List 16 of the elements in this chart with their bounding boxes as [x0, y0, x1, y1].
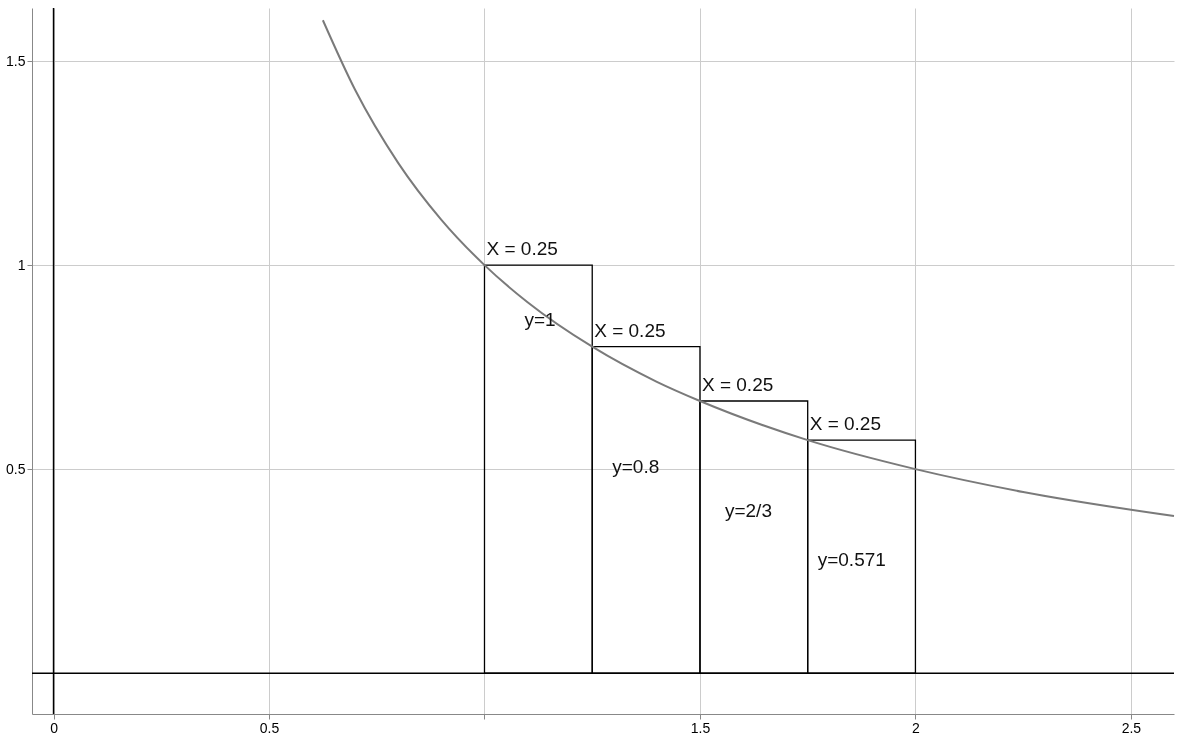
- annotation: y=2/3: [724, 499, 772, 521]
- x-tick-label: 0: [50, 719, 59, 736]
- y-tick-label: 1.5: [6, 52, 26, 69]
- x-tick-label: 2: [912, 719, 921, 736]
- x-tick-label: 0.5: [259, 719, 280, 736]
- x-tick-label: 1.5: [690, 719, 711, 736]
- x-tick-label: 2.5: [1121, 719, 1142, 736]
- annotation: X = 0.25: [594, 319, 666, 341]
- annotation: y=0.8: [612, 455, 660, 477]
- annotation: y=0.571: [817, 549, 886, 571]
- annotation: y=1: [524, 309, 556, 331]
- annotation: X = 0.25: [809, 413, 882, 435]
- annotation: X = 0.25: [486, 238, 558, 260]
- annotation: X = 0.25: [701, 373, 774, 395]
- y-tick-label: 1: [17, 256, 26, 273]
- y-tick-label: 0.5: [6, 460, 26, 477]
